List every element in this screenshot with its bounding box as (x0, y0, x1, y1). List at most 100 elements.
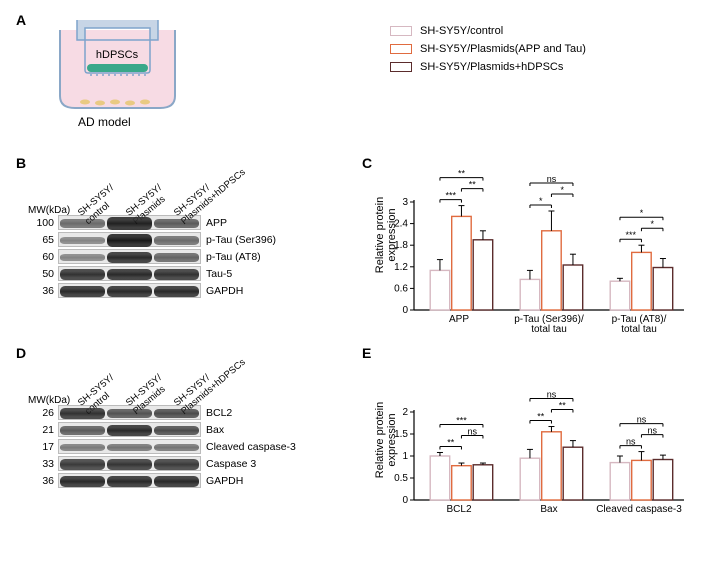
mw-value: 100 (30, 217, 58, 229)
blot-band (60, 269, 105, 280)
blot-band (107, 425, 152, 437)
svg-text:0: 0 (402, 495, 408, 506)
svg-text:1: 1 (402, 451, 408, 462)
svg-text:***: *** (456, 415, 467, 425)
svg-text:*: * (539, 196, 543, 206)
svg-text:ns: ns (647, 426, 657, 436)
panel-c-label: C (362, 155, 372, 171)
blot-band (107, 444, 152, 452)
mw-value: 21 (30, 424, 58, 436)
hdpscs-text: hDPSCs (96, 49, 139, 61)
chart-c: Relative proteinexpression 00.61.21.82.4… (378, 170, 688, 340)
legend-label: SH-SY5Y/Plasmids(APP and Tau) (420, 43, 586, 55)
mw-value: 65 (30, 234, 58, 246)
mw-value: 17 (30, 441, 58, 453)
blot-band (60, 459, 105, 470)
blot-row: 65 p-Tau (Ser396) (30, 232, 350, 247)
blot-band (154, 236, 199, 244)
blot-strip (58, 283, 201, 298)
blot-strip (58, 456, 201, 471)
blot-row: 33Caspase 3 (30, 456, 350, 471)
svg-text:3: 3 (402, 197, 408, 208)
legend-swatch-plasmids (390, 44, 412, 54)
protein-label: p-Tau (AT8) (201, 251, 261, 263)
mw-value: 50 (30, 268, 58, 280)
svg-text:total tau: total tau (621, 324, 657, 335)
blot-row: 21 Bax (30, 422, 350, 437)
svg-text:ns: ns (467, 426, 477, 436)
svg-text:**: ** (458, 170, 466, 179)
blot-strip (58, 232, 201, 247)
blot-band (60, 237, 105, 244)
blot-band (107, 286, 152, 298)
legend-item: SH-SY5Y/control (390, 25, 586, 37)
protein-label: APP (201, 217, 227, 229)
ad-model-caption: AD model (78, 115, 131, 129)
western-blot-d: MW(kDa) SH-SY5Y/controlSH-SY5Y/PlasmidsS… (30, 355, 350, 490)
legend-item: SH-SY5Y/Plasmids+hDPSCs (390, 61, 586, 73)
blot-band (107, 269, 152, 281)
svg-text:ns: ns (637, 415, 647, 425)
svg-text:*: * (560, 185, 564, 195)
blot-band (60, 254, 105, 261)
ad-model-diagram: hDPSCs (55, 18, 180, 113)
panel-e-label: E (362, 345, 371, 361)
blot-band (154, 269, 199, 280)
svg-text:**: ** (559, 401, 567, 411)
svg-text:Bax: Bax (540, 504, 557, 515)
svg-text:ns: ns (547, 390, 557, 400)
protein-label: Caspase 3 (201, 458, 256, 470)
blot-row: 17 Cleaved caspase-3 (30, 439, 350, 454)
protein-label: GAPDH (201, 475, 243, 487)
protein-label: BCL2 (201, 407, 232, 419)
mw-value: 60 (30, 251, 58, 263)
blot-band (107, 476, 152, 488)
blot-row: 36 GAPDH (30, 473, 350, 488)
legend-item: SH-SY5Y/Plasmids(APP and Tau) (390, 43, 586, 55)
panel-a-label: A (16, 12, 26, 28)
blot-row: 60 p-Tau (AT8) (30, 249, 350, 264)
western-blot-b: MW(kDa) SH-SY5Y/controlSH-SY5Y/PlasmidsS… (30, 165, 350, 300)
svg-text:***: *** (445, 191, 456, 201)
blot-band (60, 426, 105, 435)
mw-value: 36 (30, 285, 58, 297)
blot-strip (58, 266, 201, 281)
blot-band (154, 444, 199, 452)
svg-text:total tau: total tau (531, 324, 567, 335)
legend-swatch-control (390, 26, 412, 36)
svg-text:BCL2: BCL2 (446, 504, 471, 515)
svg-text:Cleaved caspase-3: Cleaved caspase-3 (596, 504, 682, 515)
blot-band (107, 217, 152, 229)
blot-row: 50Tau-5 (30, 266, 350, 281)
blot-band (154, 286, 199, 298)
svg-text:ns: ns (626, 437, 636, 447)
svg-text:**: ** (469, 180, 477, 190)
blot-band (107, 252, 152, 264)
blot-strip (58, 422, 201, 437)
chart-c-ylabel: Relative proteinexpression (374, 175, 398, 295)
blot-strip (58, 473, 201, 488)
blot-band (154, 426, 199, 436)
blot-row: 36GAPDH (30, 283, 350, 298)
blot-band (107, 409, 152, 418)
svg-text:0: 0 (402, 305, 408, 316)
blot-band (154, 219, 199, 228)
legend-label: SH-SY5Y/control (420, 25, 503, 37)
svg-text:**: ** (537, 412, 545, 422)
blot-band (154, 459, 199, 470)
blot-band (154, 409, 199, 419)
protein-label: Cleaved caspase-3 (201, 441, 296, 453)
panel-b-label: B (16, 155, 26, 171)
protein-label: p-Tau (Ser396) (201, 234, 276, 246)
mw-value: 26 (30, 407, 58, 419)
svg-text:APP: APP (449, 314, 469, 325)
svg-text:2: 2 (402, 407, 408, 418)
blot-strip (58, 439, 201, 454)
protein-label: Bax (201, 424, 224, 436)
mw-value: 36 (30, 475, 58, 487)
blot-band (154, 253, 199, 262)
svg-text:*: * (640, 208, 644, 218)
blot-band (154, 476, 199, 488)
svg-text:ns: ns (547, 174, 557, 184)
svg-text:*: * (650, 219, 654, 229)
